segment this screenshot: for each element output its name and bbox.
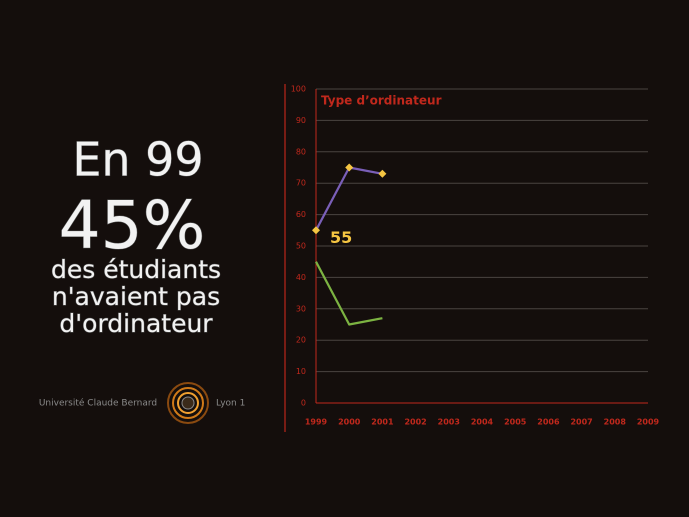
y-tick-label: 40 — [296, 273, 306, 282]
point-marker — [345, 163, 354, 172]
caption-line: d'ordinateur — [59, 309, 213, 338]
y-tick-label: 90 — [296, 116, 306, 125]
y-tick-label: 30 — [296, 304, 306, 313]
caption-line: En 99 — [72, 133, 203, 187]
x-tick-label: 2000 — [338, 418, 361, 427]
y-tick-label: 80 — [296, 147, 306, 156]
y-tick-label: 0 — [301, 399, 306, 408]
x-tick-label: 2006 — [537, 418, 560, 427]
x-tick-label: 1999 — [305, 418, 328, 427]
point-marker — [312, 226, 320, 235]
y-tick-label: 70 — [296, 179, 306, 188]
chart-title: Type d’ordinateur — [321, 94, 442, 108]
y-tick-label: 20 — [296, 336, 306, 345]
data-label: 55 — [330, 228, 352, 247]
x-tick-label: 2007 — [570, 418, 592, 427]
series-line — [315, 261, 383, 326]
caption-line: n'avaient pas — [52, 282, 220, 311]
logo — [167, 382, 209, 424]
x-tick-label: 2003 — [438, 418, 460, 427]
x-tick-label: 2009 — [637, 418, 660, 427]
caption-percent: 45% — [59, 187, 206, 264]
caption-line: des étudiants — [51, 255, 221, 284]
footer-city: Lyon 1 — [216, 399, 245, 409]
y-tick-label: 60 — [296, 210, 306, 219]
footer-university: Université Claude Bernard — [39, 398, 157, 409]
point-marker — [378, 169, 387, 178]
x-tick-label: 2008 — [604, 418, 627, 427]
x-tick-label: 2001 — [371, 418, 394, 427]
x-tick-label: 2004 — [471, 418, 494, 427]
y-tick-label: 100 — [291, 85, 306, 94]
x-tick-label: 2005 — [504, 418, 527, 427]
x-tick-label: 2002 — [404, 418, 426, 427]
y-tick-label: 10 — [296, 367, 306, 376]
y-tick-label: 50 — [296, 242, 306, 251]
